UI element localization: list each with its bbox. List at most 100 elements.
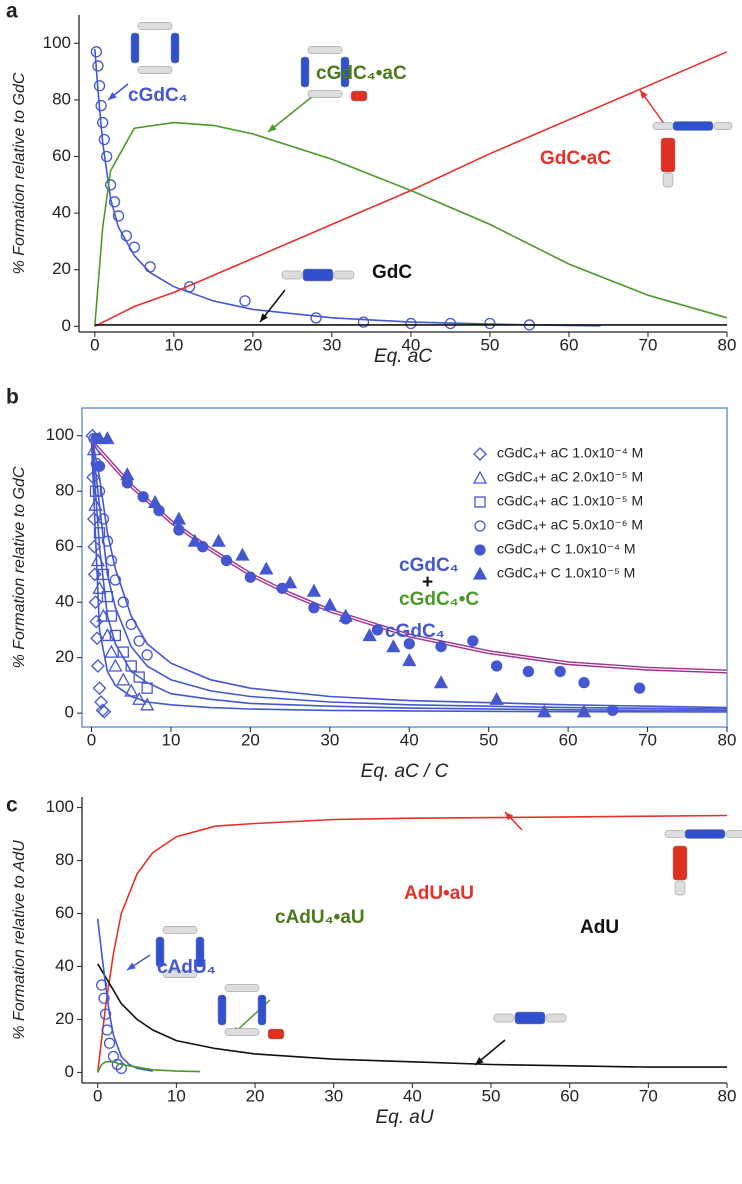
molecule-part [195, 936, 205, 968]
y-axis-title: % Formation relative to AdU [11, 840, 28, 1040]
data-point [537, 704, 552, 718]
data-point [100, 431, 115, 445]
data-point [576, 704, 592, 718]
molecule-part [137, 66, 173, 74]
data-point [435, 640, 447, 653]
data-point [88, 497, 103, 511]
molecule-part [333, 270, 355, 280]
data-point [97, 513, 110, 525]
data-point [90, 46, 103, 58]
x-tick-label: 40 [401, 335, 420, 354]
data-point [92, 580, 107, 594]
x-tick-label: 60 [559, 335, 578, 354]
molecule-part [652, 122, 674, 130]
molecule-part [660, 137, 676, 173]
legend-label: cGdC₄+ aC 2.0x10⁻⁵ M [497, 469, 643, 485]
data-point [92, 60, 104, 72]
panel-label: b [6, 386, 19, 409]
data-point [90, 659, 105, 673]
annotation: AdU•aU [404, 883, 474, 904]
y-tick-label: 40 [52, 203, 71, 222]
data-point [444, 317, 457, 330]
y-tick-label: 60 [55, 536, 74, 555]
data-point [87, 539, 102, 554]
data-point [93, 527, 106, 539]
data-line [97, 963, 727, 1068]
arrow-head [127, 962, 136, 970]
x-tick-label: 10 [162, 730, 181, 749]
data-line [90, 435, 728, 710]
molecule-part [300, 56, 310, 88]
data-point [104, 644, 119, 658]
data-point [473, 447, 487, 461]
panel-label: a [6, 0, 18, 23]
data-point [490, 660, 503, 672]
legend-label: cGdC₄+ aC 1.0x10⁻⁴ M [497, 445, 643, 461]
annotation: cGdC₄ [128, 85, 188, 106]
data-point [124, 683, 139, 697]
data-point [403, 638, 415, 650]
data-point [259, 561, 274, 575]
x-tick-label: 80 [718, 1086, 737, 1105]
data-point [101, 535, 114, 547]
arrow-head [505, 812, 514, 821]
data-point [109, 629, 122, 642]
data-point [103, 1037, 116, 1049]
molecule-icon [217, 984, 285, 1040]
data-line [90, 441, 728, 713]
annotation: cAdU₄•aU [275, 907, 365, 928]
x-tick-label: 80 [718, 335, 737, 354]
data-point [125, 618, 137, 631]
data-point [125, 660, 137, 672]
x-tick-label: 40 [403, 1086, 422, 1105]
data-point [474, 520, 486, 532]
molecule-part [725, 830, 742, 838]
data-point [244, 571, 257, 583]
data-point [105, 610, 118, 622]
data-point [362, 628, 377, 642]
data-point [433, 675, 449, 689]
y-tick-label: 40 [55, 592, 74, 611]
legend-label: cGdC₄+ aC 1.0x10⁻⁵ M [497, 493, 643, 509]
data-point [173, 524, 185, 536]
data-point [472, 470, 488, 484]
y-axis-title: % Formation relative to GdC [11, 72, 28, 274]
y-tick-label: 100 [46, 425, 74, 444]
data-point [89, 485, 102, 497]
data-point [101, 1024, 113, 1036]
molecule-icon [130, 22, 180, 74]
data-point [108, 658, 123, 672]
data-point [105, 554, 118, 567]
data-point [93, 485, 106, 497]
data-point [402, 653, 417, 667]
molecule-part [664, 830, 686, 838]
x-tick-label: 70 [638, 730, 657, 749]
data-line [94, 121, 728, 327]
data-point [141, 682, 153, 694]
x-tick-label: 60 [559, 730, 578, 749]
data-point [93, 80, 106, 92]
molecule-icon [300, 46, 368, 102]
data-point [97, 116, 109, 129]
data-point [117, 646, 129, 658]
data-point [235, 547, 250, 561]
molecule-part [155, 936, 165, 968]
molecule-part [224, 1028, 260, 1036]
data-point [144, 261, 156, 273]
annotation: cAdU₄ [157, 957, 216, 978]
y-tick-label: 20 [55, 1009, 74, 1028]
data-point [606, 704, 619, 717]
x-tick-label: 50 [480, 335, 499, 354]
molecule-part [162, 926, 198, 934]
data-point [474, 496, 486, 508]
x-tick-label: 30 [320, 730, 339, 749]
data-point [115, 1062, 127, 1075]
data-point [484, 317, 496, 330]
data-point [322, 597, 337, 611]
data-point [467, 635, 479, 647]
y-axis-title: % Formation relative to GdC [11, 466, 28, 668]
data-point [220, 554, 233, 567]
data-point [306, 583, 322, 597]
